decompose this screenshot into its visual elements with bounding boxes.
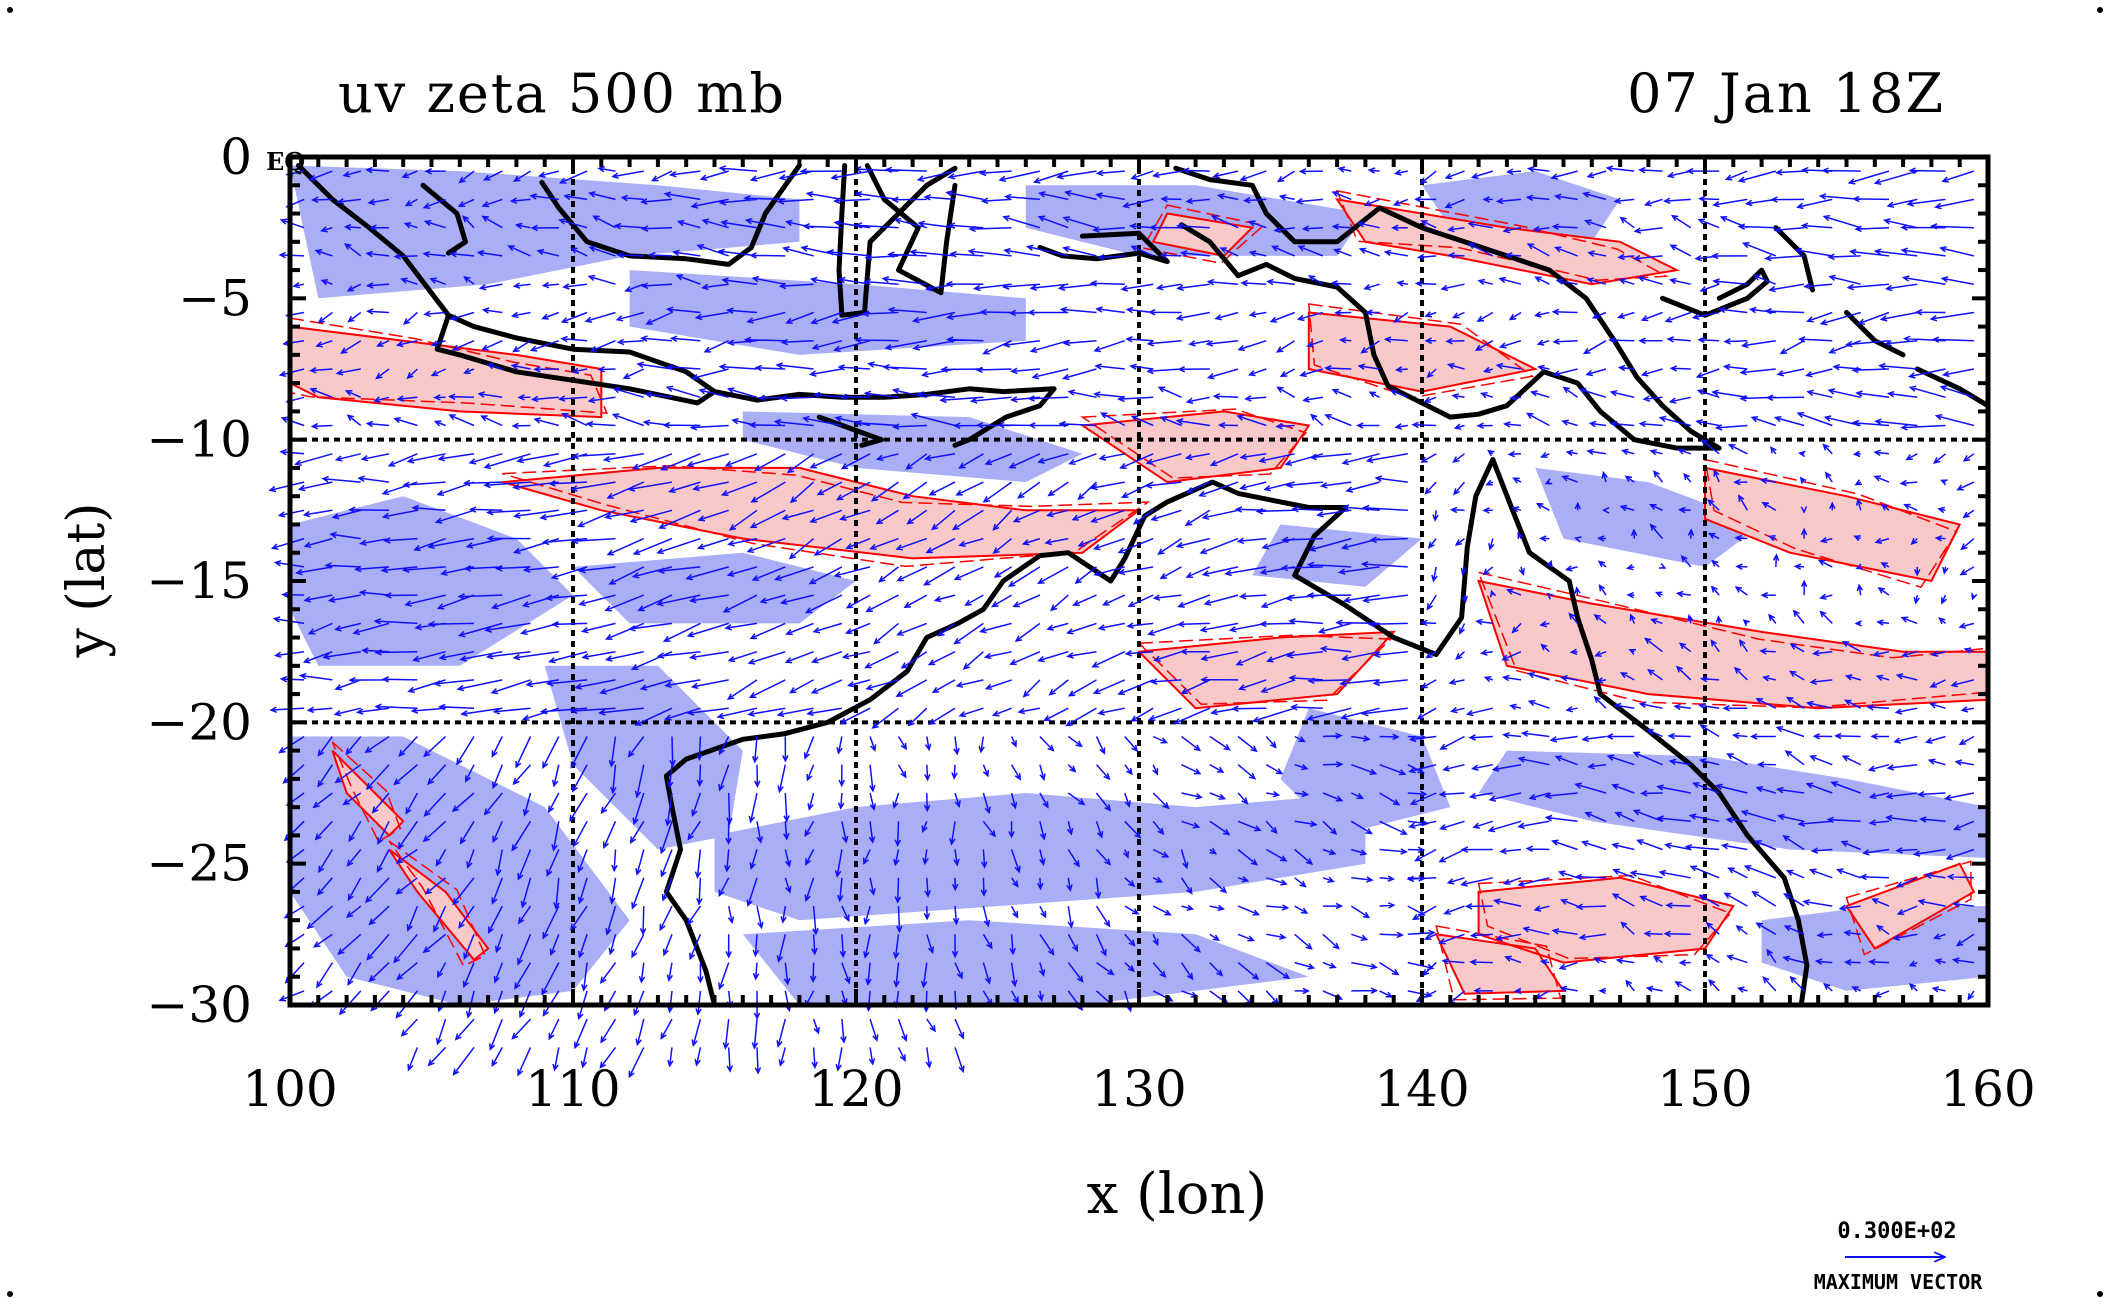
x-tick-label: 110 <box>525 1060 620 1118</box>
y-tick-label: −25 <box>146 835 252 893</box>
x-tick-label: 100 <box>242 1060 337 1118</box>
negative-vorticity-region <box>742 920 1309 1005</box>
y-tick-label: 0 <box>220 128 252 186</box>
positive-vorticity-region <box>1478 581 1988 709</box>
coastline <box>1173 165 1722 451</box>
x-tick-label: 160 <box>1940 1060 2035 1118</box>
negative-vorticity-region <box>573 552 856 624</box>
x-tick-label: 150 <box>1657 1060 1752 1118</box>
y-tick-label: −15 <box>146 552 252 610</box>
x-tick-label: 140 <box>1374 1060 1469 1118</box>
negative-vorticity-region <box>742 411 1083 483</box>
y-tick-label: −10 <box>146 411 252 469</box>
negative-vorticity-region <box>714 793 1366 921</box>
vorticity-contour <box>1334 198 1680 286</box>
coastline <box>864 163 958 296</box>
vorticity-contour <box>1434 933 1566 995</box>
y-tick-labels: 0 −5 −10 −15 −20 −25 −30 <box>146 128 252 1034</box>
positive-vorticity-region <box>502 467 1139 559</box>
x-tick-label: 120 <box>808 1060 903 1118</box>
negative-vorticity-region <box>629 270 1026 355</box>
positive-vorticity-shading <box>290 199 1988 994</box>
positive-vorticity-region <box>1436 934 1564 994</box>
vorticity-contour <box>1307 303 1535 399</box>
y-tick-label: −20 <box>146 693 252 751</box>
y-axis-label: y (lat) <box>57 502 117 658</box>
vorticity-contour <box>1477 874 1732 960</box>
vorticity-contour <box>1141 204 1266 265</box>
equator-label: EQ <box>266 147 305 176</box>
max-vector-legend: 0.300E+02 MAXIMUM VECTOR <box>1814 1219 1984 1294</box>
map-title: uv zeta 500 mb <box>338 62 786 125</box>
positive-vorticity-region <box>1082 411 1309 483</box>
coastline <box>816 414 884 448</box>
frame-ticks <box>288 155 1990 1007</box>
vorticity-contour <box>1477 571 1988 709</box>
coastline <box>1844 310 1906 358</box>
max-vector-caption: MAXIMUM VECTOR <box>1814 1270 1984 1294</box>
wind-vector-field <box>268 165 1978 1079</box>
y-tick-label: −30 <box>146 976 252 1034</box>
map-timestamp: 07 Jan 18Z <box>1627 62 1945 125</box>
positive-vorticity-region <box>1705 467 1960 581</box>
vorticity-contour <box>502 464 1151 568</box>
positive-vorticity-region <box>1478 877 1734 963</box>
positive-vorticity-region <box>389 849 489 960</box>
negative-vorticity-region <box>290 165 800 299</box>
y-tick-label: −5 <box>178 269 252 327</box>
coastline <box>1914 366 1988 409</box>
negative-vorticity-region <box>1280 708 1451 836</box>
vorticity-contour <box>1435 924 1562 1001</box>
positive-vorticity-region <box>1308 312 1536 392</box>
vorticity-contour <box>1137 634 1393 705</box>
coastline <box>420 182 468 256</box>
vorticity-contour <box>1080 408 1308 479</box>
x-tick-label: 130 <box>1091 1060 1186 1118</box>
negative-vorticity-region <box>1478 750 1988 858</box>
x-tick-labels: 100 110 120 130 140 150 160 <box>242 1060 2035 1118</box>
coastline <box>712 386 1057 448</box>
max-vector-value: 0.300E+02 <box>1837 1219 1956 1244</box>
coastline <box>663 457 1810 1005</box>
coastline <box>1037 230 1170 265</box>
wind-vectors <box>268 165 1978 1079</box>
coastline <box>296 163 717 406</box>
vorticity-contour <box>1307 311 1539 393</box>
vorticity-contour <box>1477 579 1988 710</box>
graticule <box>290 157 1988 1005</box>
vorticity-contour <box>1704 466 1962 583</box>
negative-vorticity-region <box>544 665 743 850</box>
vorticity-contour <box>331 741 402 843</box>
vorticity-contour <box>1704 458 1958 589</box>
vorticity-contour <box>1844 862 1976 950</box>
x-axis-label: x (lon) <box>1087 1162 1268 1227</box>
vorticity-contour <box>388 840 487 967</box>
